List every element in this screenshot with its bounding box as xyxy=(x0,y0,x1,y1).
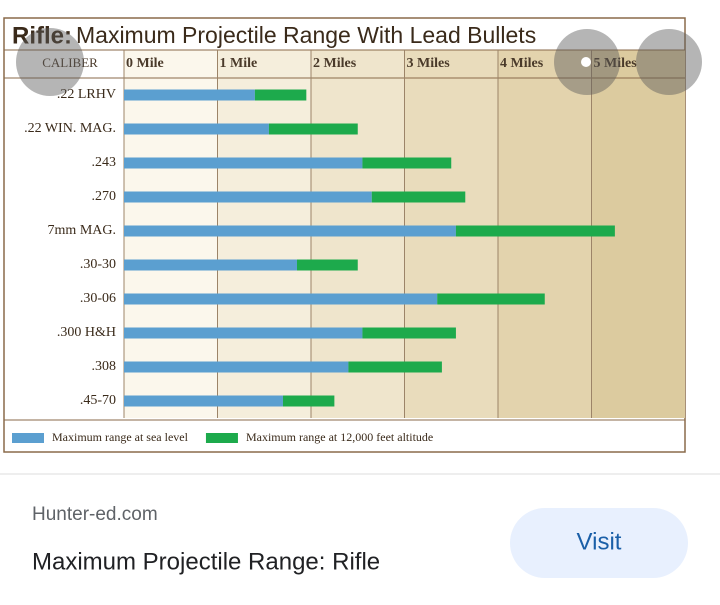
legend-swatch xyxy=(205,433,238,443)
category-label: .243 xyxy=(92,155,117,170)
x-tick-label: 3 Miles xyxy=(407,56,451,71)
bar-segment xyxy=(296,259,358,271)
category-label: .270 xyxy=(92,189,117,204)
bar-segment xyxy=(348,361,442,373)
overlay-dot xyxy=(581,57,591,67)
category-label: .22 WIN. MAG. xyxy=(24,121,116,136)
category-label: .30-06 xyxy=(80,291,116,306)
overlay-button[interactable] xyxy=(16,28,84,96)
bar-segment xyxy=(124,327,363,339)
legend-swatch xyxy=(12,433,44,443)
title-prefix: Rifle: xyxy=(12,22,72,49)
bar-segment xyxy=(124,225,456,237)
category-label: .45-70 xyxy=(80,393,116,408)
category-label: .308 xyxy=(92,359,117,374)
bar-segment xyxy=(268,123,358,135)
caption[interactable]: Maximum Projectile Range: Rifle xyxy=(32,548,380,575)
source: Hunter-ed.com xyxy=(32,504,158,525)
bar-segment xyxy=(124,361,349,373)
chart-title: Maximum Projectile Range With Lead Bulle… xyxy=(76,22,536,48)
bar-segment xyxy=(455,225,615,237)
bar-segment xyxy=(124,259,297,271)
x-tick-label: 1 Mile xyxy=(220,56,258,71)
category-label: .300 H&H xyxy=(57,325,116,340)
category-label: 7mm MAG. xyxy=(48,223,116,238)
visit-label[interactable]: Visit xyxy=(577,528,622,555)
x-tick-label: 5 Miles xyxy=(594,56,638,71)
bar-segment xyxy=(371,191,466,203)
bar-segment xyxy=(362,157,452,169)
bar-segment xyxy=(124,123,269,135)
x-tick-label: 0 Mile xyxy=(126,56,164,71)
bar-segment xyxy=(124,89,255,101)
overlay-button[interactable] xyxy=(636,29,702,95)
visit-button[interactable] xyxy=(510,508,688,578)
legend-label: Maximum range at sea level xyxy=(52,430,189,444)
bar-segment xyxy=(437,293,545,305)
bar-segment xyxy=(254,89,307,101)
category-label: .30-30 xyxy=(80,257,116,272)
bar-segment xyxy=(362,327,456,339)
category-header: CALIBER xyxy=(42,55,98,70)
bar-segment xyxy=(124,157,363,169)
bar-segment xyxy=(124,293,438,305)
legend-label: Maximum range at 12,000 feet altitude xyxy=(246,430,433,444)
bar-segment xyxy=(282,395,335,407)
category-label: .22 LRHV xyxy=(57,87,116,102)
x-tick-label: 2 Miles xyxy=(313,56,357,71)
bar-segment xyxy=(124,191,372,203)
x-tick-label: 4 Miles xyxy=(500,56,544,71)
bar-segment xyxy=(124,395,283,407)
